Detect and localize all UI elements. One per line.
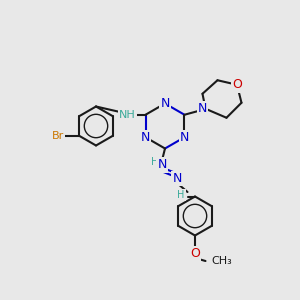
Text: N: N [180, 131, 189, 144]
Text: N: N [172, 172, 182, 185]
Text: O: O [190, 247, 200, 260]
Text: N: N [160, 97, 170, 110]
Text: NH: NH [119, 110, 136, 120]
Text: N: N [198, 102, 207, 115]
Text: CH₃: CH₃ [212, 256, 232, 266]
Text: N: N [157, 158, 167, 172]
Text: H: H [151, 157, 158, 167]
Text: O: O [232, 78, 242, 91]
Text: Br: Br [51, 131, 64, 141]
Text: H: H [177, 190, 184, 200]
Text: N: N [141, 131, 150, 144]
